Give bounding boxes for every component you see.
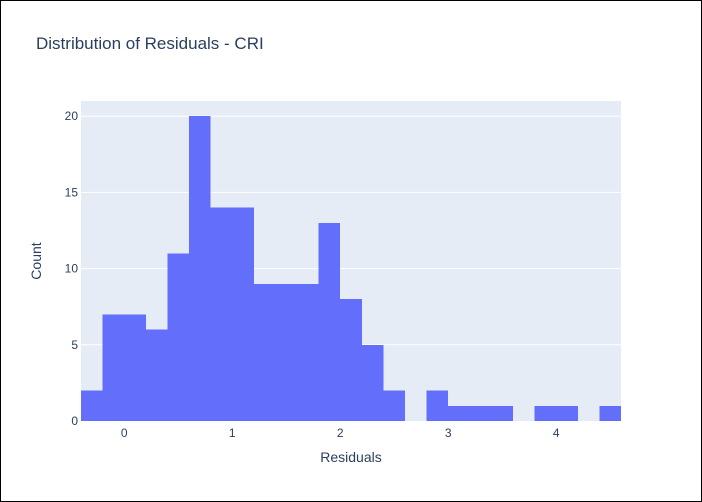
y-tick-label: 5 [71, 338, 78, 352]
histogram-bar [383, 390, 405, 421]
x-tick-labels: 0 1 2 3 4 [121, 426, 560, 440]
histogram-bar [210, 207, 233, 421]
histogram-bar [340, 299, 362, 421]
histogram-bar [232, 207, 254, 421]
y-tick-label: 10 [65, 262, 79, 276]
histogram-bar [426, 390, 449, 421]
y-tick-label: 15 [65, 185, 79, 199]
histogram-bar [167, 253, 189, 421]
y-tick-label: 20 [65, 109, 79, 123]
histogram-bar [145, 329, 168, 421]
histogram-bar [189, 116, 211, 421]
bars [81, 116, 621, 421]
x-tick-label: 4 [553, 426, 560, 440]
x-axis-label: Residuals [320, 449, 381, 465]
histogram-bar [469, 405, 492, 421]
x-tick-label: 3 [445, 426, 452, 440]
chart-title: Distribution of Residuals - CRI [36, 34, 264, 53]
histogram-bar [556, 405, 578, 421]
x-tick-label: 2 [337, 426, 344, 440]
histogram-bar [448, 405, 470, 421]
histogram-bar [318, 222, 341, 421]
y-tick-labels: 0 5 10 15 20 [65, 109, 79, 428]
y-axis-label: Count [28, 242, 44, 279]
histogram-bar [534, 405, 557, 421]
histogram-bar [361, 344, 384, 421]
x-tick-label: 0 [121, 426, 128, 440]
histogram-bar [81, 390, 103, 421]
histogram-bar [275, 283, 297, 421]
histogram-bar [124, 314, 146, 421]
histogram-bar [253, 283, 276, 421]
histogram-bar [599, 405, 621, 421]
y-tick-label: 0 [71, 414, 78, 428]
x-tick-label: 1 [229, 426, 236, 440]
histogram-bar [102, 314, 125, 421]
histogram-bar [491, 405, 513, 421]
histogram-bar [297, 283, 319, 421]
